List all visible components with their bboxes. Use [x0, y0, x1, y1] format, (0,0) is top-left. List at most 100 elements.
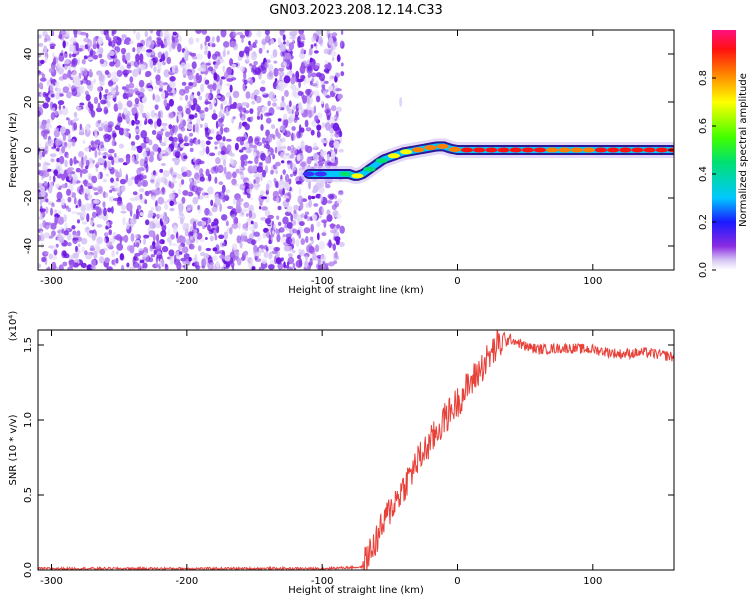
noise-speckle: [83, 68, 88, 77]
noise-speckle: [71, 210, 77, 215]
noise-speckle: [276, 196, 280, 204]
noise-speckle: [280, 257, 284, 262]
noise-speckle: [268, 239, 272, 245]
ridge-blob: [619, 147, 632, 153]
noise-speckle: [338, 192, 344, 196]
noise-speckle: [159, 168, 164, 173]
noise-speckle: [143, 267, 146, 270]
noise-speckle: [81, 105, 84, 110]
ridge-blob: [400, 149, 413, 155]
noise-speckle: [205, 247, 212, 252]
noise-speckle: [239, 183, 246, 191]
noise-speckle: [325, 122, 331, 131]
noise-speckle: [41, 198, 45, 203]
noise-speckle: [336, 56, 341, 61]
noise-speckle: [197, 205, 200, 210]
noise-speckle: [125, 84, 130, 92]
noise-speckle: [113, 169, 119, 173]
noise-speckle: [144, 190, 150, 196]
noise-speckle: [160, 176, 167, 184]
noise-speckle: [236, 31, 243, 36]
noise-speckle: [155, 74, 161, 81]
noise-speckle: [141, 179, 149, 187]
noise-speckle: [105, 33, 110, 41]
noise-speckle: [116, 200, 123, 206]
noise-speckle: [143, 175, 147, 179]
noise-speckle: [208, 211, 212, 217]
noise-speckle: [93, 192, 99, 196]
noise-speckle: [108, 229, 112, 236]
noise-speckle: [276, 106, 282, 110]
noise-speckle: [335, 213, 342, 220]
noise-speckle: [104, 160, 107, 169]
noise-speckle: [339, 225, 345, 234]
noise-speckle: [187, 71, 194, 81]
noise-speckle: [196, 91, 201, 97]
noise-speckle: [122, 162, 128, 166]
noise-speckle: [162, 82, 169, 86]
noise-speckle: [323, 68, 330, 73]
noise-speckle: [241, 256, 246, 261]
noise-speckle: [248, 40, 251, 46]
noise-speckle: [275, 227, 278, 235]
noise-speckle: [103, 124, 109, 133]
noise-speckle: [200, 64, 207, 72]
noise-speckle: [231, 77, 237, 81]
noise-speckle: [104, 70, 110, 75]
noise-speckle: [205, 168, 210, 177]
noise-speckle: [308, 245, 315, 254]
noise-speckle: [199, 112, 206, 119]
noise-speckle: [200, 83, 205, 93]
noise-speckle: [314, 50, 319, 54]
noise-speckle: [193, 156, 196, 163]
noise-speckle: [145, 39, 149, 48]
noise-speckle: [211, 206, 218, 213]
noise-speckle: [180, 62, 186, 69]
noise-speckle: [108, 80, 114, 87]
noise-speckle: [242, 223, 249, 229]
noise-speckle: [183, 155, 188, 160]
noise-speckle: [134, 160, 139, 165]
noise-speckle: [178, 203, 182, 209]
noise-speckle: [73, 156, 77, 165]
isolated-speckle: [399, 97, 403, 107]
noise-speckle: [270, 54, 274, 60]
noise-speckle: [229, 95, 232, 105]
noise-speckle: [177, 105, 183, 112]
noise-speckle: [150, 110, 156, 118]
noise-speckle: [196, 53, 203, 60]
noise-speckle: [92, 211, 97, 218]
noise-speckle: [246, 238, 254, 244]
noise-speckle: [94, 149, 98, 158]
noise-speckle: [307, 73, 311, 79]
noise-speckle: [253, 152, 257, 157]
noise-speckle: [73, 111, 78, 118]
noise-speckle: [81, 237, 88, 245]
noise-speckle: [72, 237, 79, 241]
noise-speckle: [293, 204, 299, 211]
noise-speckle: [231, 63, 237, 68]
noise-speckle: [68, 174, 72, 181]
noise-speckle: [128, 266, 136, 270]
noise-speckle: [279, 187, 283, 197]
noise-speckle: [312, 142, 318, 149]
noise-speckle: [222, 50, 226, 58]
noise-speckle: [125, 173, 129, 183]
noise-speckle: [235, 168, 240, 174]
noise-speckle: [150, 179, 155, 183]
noise-speckle: [101, 74, 106, 82]
noise-speckle: [278, 145, 283, 152]
bottom-ytick-label: 0.0: [23, 562, 34, 578]
noise-speckle: [243, 250, 249, 256]
noise-speckle: [306, 66, 313, 74]
noise-speckle: [310, 72, 317, 78]
noise-speckle: [205, 62, 211, 66]
ridge-blob: [655, 147, 668, 153]
noise-speckle: [55, 183, 60, 188]
noise-speckle: [248, 210, 253, 219]
noise-speckle: [145, 112, 151, 120]
noise-speckle: [50, 207, 53, 216]
noise-speckle: [167, 92, 174, 96]
noise-speckle: [255, 95, 262, 104]
